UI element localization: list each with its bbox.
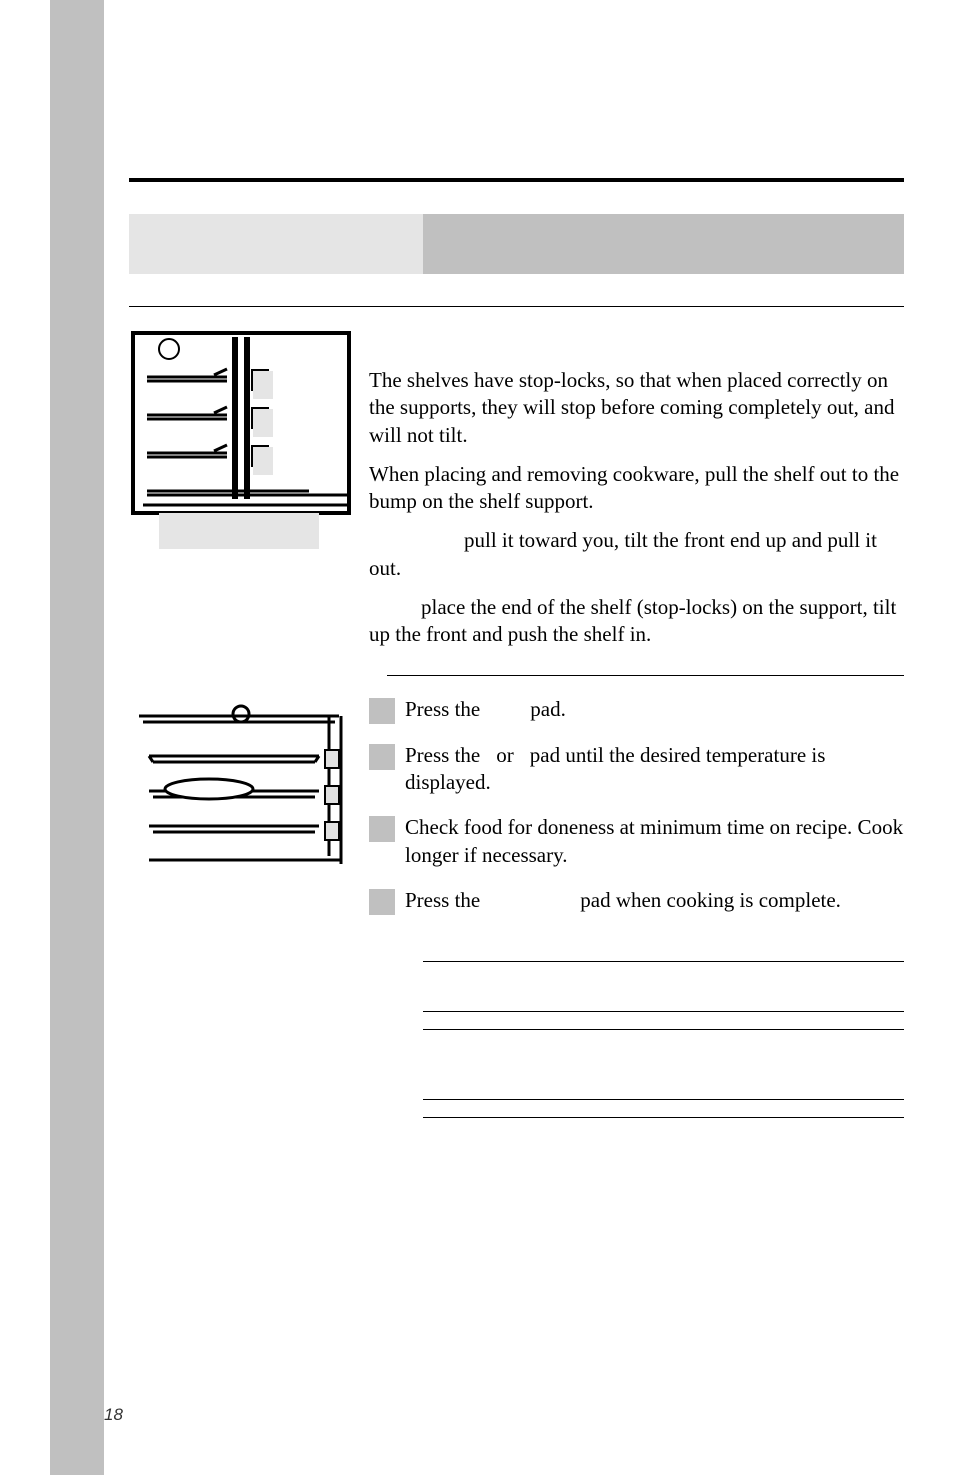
step-3-text: Check food for doneness at minimum time …	[405, 814, 904, 869]
para-replace: place the end of the shelf (stop-locks) …	[369, 594, 904, 649]
content-area: The shelves have stop-locks, so that whe…	[104, 0, 954, 1475]
step-number-box	[369, 816, 395, 842]
page-number: 18	[104, 1405, 123, 1425]
shelf-position-label	[253, 371, 273, 399]
table-row	[423, 961, 904, 1011]
section-shelves: The shelves have stop-locks, so that whe…	[129, 307, 904, 661]
step-4: Press thepad when cooking is complete.	[369, 887, 904, 915]
para-placing: When placing and removing cookware, pull…	[369, 461, 904, 516]
title-rule	[129, 178, 904, 182]
section-rule-2	[387, 675, 904, 676]
section-baking: Press thepad. Press theorpad until the d…	[129, 696, 904, 933]
header-band	[129, 214, 904, 274]
step-1-text: Press thepad.	[405, 696, 904, 723]
step-number-box	[369, 698, 395, 724]
table-row	[423, 1011, 904, 1029]
step-2-text: Press theorpad until the desired tempera…	[405, 742, 904, 797]
table-row	[423, 1029, 904, 1099]
step-2: Press theorpad until the desired tempera…	[369, 742, 904, 797]
table-row	[423, 1117, 904, 1118]
header-band-dark	[423, 214, 904, 274]
para-remove: pull it toward you, tilt the front end u…	[369, 527, 904, 582]
step-number-box	[369, 889, 395, 915]
shelf-position-label	[253, 447, 273, 475]
step-number-box	[369, 744, 395, 770]
header-band-light	[129, 214, 423, 274]
shelf-position-table	[423, 961, 904, 1118]
section-shelves-text: The shelves have stop-locks, so that whe…	[369, 307, 904, 661]
step-4-text: Press thepad when cooking is complete.	[405, 887, 904, 914]
oven-racks-figure	[129, 696, 353, 866]
illustration-column-2	[129, 696, 369, 866]
para-stoplocks: The shelves have stop-locks, so that whe…	[369, 367, 904, 449]
section-baking-steps: Press thepad. Press theorpad until the d…	[369, 696, 904, 933]
shelf-position-label	[253, 409, 273, 437]
step-3: Check food for doneness at minimum time …	[369, 814, 904, 869]
sidebar-rail	[50, 0, 104, 1475]
figure-caption-box	[159, 513, 319, 549]
oven-shelves-figure	[129, 329, 353, 549]
illustration-column-1	[129, 307, 369, 549]
step-1: Press thepad.	[369, 696, 904, 724]
table-row	[423, 1099, 904, 1117]
